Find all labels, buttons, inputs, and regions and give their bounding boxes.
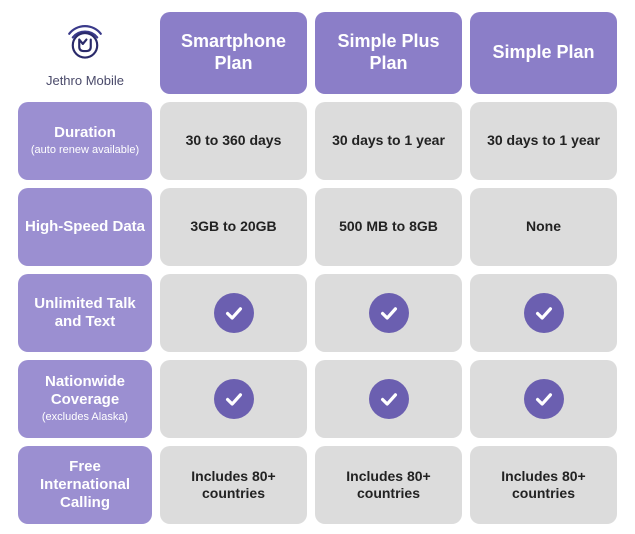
brand-logo-cell: Jethro Mobile xyxy=(18,12,152,94)
table-cell: 500 MB to 8GB xyxy=(315,188,462,266)
table-cell xyxy=(160,360,307,438)
table-cell: Includes 80+ countries xyxy=(315,446,462,524)
table-cell: 30 to 360 days xyxy=(160,102,307,180)
table-cell xyxy=(470,360,617,438)
row-header-label: Free International Calling xyxy=(24,458,146,512)
row-header-sublabel: (excludes Alaska) xyxy=(42,411,128,424)
table-cell xyxy=(315,274,462,352)
checkmark-icon xyxy=(369,293,409,333)
comparison-grid: Jethro Mobile Smartphone PlanSimple Plus … xyxy=(18,12,617,524)
row-header-label: Unlimited Talk and Text xyxy=(24,295,146,331)
table-cell: 30 days to 1 year xyxy=(470,102,617,180)
cell-text: Includes 80+ countries xyxy=(170,468,297,503)
table-cell xyxy=(470,274,617,352)
row-header: Free International Calling xyxy=(18,446,152,524)
column-header: Simple Plan xyxy=(470,12,617,94)
cell-text: 3GB to 20GB xyxy=(190,218,276,236)
table-cell: 30 days to 1 year xyxy=(315,102,462,180)
cell-text: None xyxy=(526,218,561,236)
brand-logo-icon xyxy=(62,18,108,69)
column-header: Simple Plus Plan xyxy=(315,12,462,94)
column-header: Smartphone Plan xyxy=(160,12,307,94)
row-header-sublabel: (auto renew available) xyxy=(31,144,139,157)
table-cell: None xyxy=(470,188,617,266)
row-header: Unlimited Talk and Text xyxy=(18,274,152,352)
cell-text: 30 days to 1 year xyxy=(332,132,445,150)
checkmark-icon xyxy=(214,379,254,419)
row-header: High-Speed Data xyxy=(18,188,152,266)
brand-name: Jethro Mobile xyxy=(46,73,124,88)
row-header: Nationwide Coverage (excludes Alaska) xyxy=(18,360,152,438)
cell-text: 30 days to 1 year xyxy=(487,132,600,150)
row-header-label: High-Speed Data xyxy=(25,218,145,236)
checkmark-icon xyxy=(524,293,564,333)
table-cell: Includes 80+ countries xyxy=(160,446,307,524)
cell-text: Includes 80+ countries xyxy=(480,468,607,503)
checkmark-icon xyxy=(214,293,254,333)
row-header-label: Duration xyxy=(54,124,116,142)
table-cell: Includes 80+ countries xyxy=(470,446,617,524)
cell-text: 500 MB to 8GB xyxy=(339,218,438,236)
table-cell xyxy=(315,360,462,438)
cell-text: Includes 80+ countries xyxy=(325,468,452,503)
table-cell: 3GB to 20GB xyxy=(160,188,307,266)
checkmark-icon xyxy=(369,379,409,419)
row-header-label: Nationwide Coverage xyxy=(24,373,146,409)
checkmark-icon xyxy=(524,379,564,419)
cell-text: 30 to 360 days xyxy=(186,132,282,150)
row-header: Duration (auto renew available) xyxy=(18,102,152,180)
table-cell xyxy=(160,274,307,352)
